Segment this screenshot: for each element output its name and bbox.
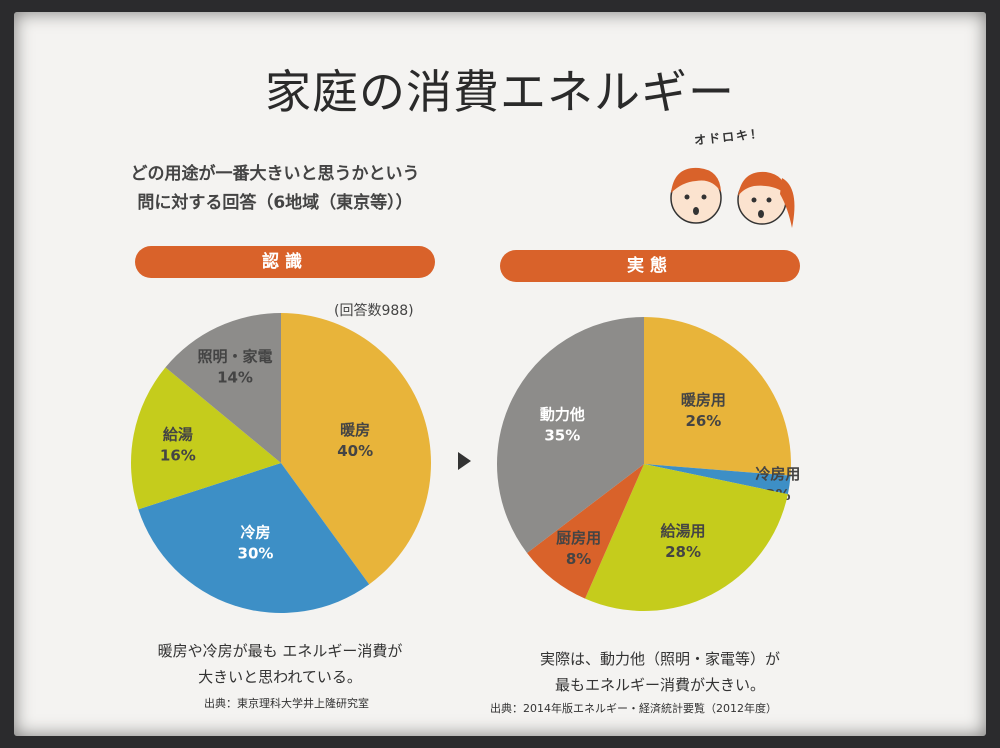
pie-slice bbox=[165, 313, 281, 463]
slice-percent-label: 40% bbox=[337, 442, 373, 460]
respondent-count: (回答数988) bbox=[334, 303, 414, 319]
banner-perception: 認識 bbox=[135, 246, 435, 278]
pie-slice bbox=[138, 463, 370, 613]
pie-slice bbox=[644, 464, 791, 495]
arrow-right-icon bbox=[458, 452, 471, 470]
girl-hair-icon bbox=[738, 171, 786, 196]
boy-hair-icon bbox=[671, 167, 721, 193]
slice-percent-label: 14% bbox=[217, 368, 253, 386]
pie-slice bbox=[131, 367, 281, 510]
slice-name-label: 給湯 bbox=[163, 425, 193, 443]
slice-name-label: 照明・家電 bbox=[198, 347, 273, 365]
caption-perception-line-2: 大きいと思われている。 bbox=[198, 668, 362, 686]
banner-reality: 実態 bbox=[500, 250, 800, 282]
caption-reality-line-1: 実際は、動力他（照明・家電等）が bbox=[539, 650, 780, 668]
surprised-faces-illustration bbox=[670, 167, 795, 228]
caption-reality-line-2: 最もエネルギー消費が大きい。 bbox=[554, 676, 765, 694]
page-title: 家庭の消費エネルギー bbox=[265, 65, 735, 119]
question-text: どの用途が一番大きいと思うかという 問に対する回答（6地域（東京等）） bbox=[110, 160, 440, 218]
slice-percent-label: 16% bbox=[160, 446, 196, 464]
slice-name-label: 動力他 bbox=[540, 406, 585, 424]
pie-slice bbox=[585, 464, 788, 611]
slice-percent-label: 8% bbox=[566, 550, 591, 568]
source-perception: 出典：東京理科大学井上隆研究室 bbox=[204, 697, 369, 710]
slice-percent-label: 35% bbox=[544, 427, 580, 445]
slice-percent-label: 28% bbox=[665, 543, 701, 561]
caption-perception-line-1: 暖房や冷房が最も エネルギー消費が bbox=[157, 642, 403, 660]
slice-name-label: 暖房 bbox=[340, 421, 370, 439]
slice-percent-label: 26% bbox=[685, 412, 721, 430]
pie-slice bbox=[527, 464, 644, 599]
slice-name-label: 厨房用 bbox=[556, 529, 601, 547]
slice-name-label: 冷房 bbox=[240, 523, 270, 541]
caption-perception: 暖房や冷房が最も エネルギー消費が 大きいと思われている。 bbox=[110, 638, 450, 690]
caption-reality: 実際は、動力他（照明・家電等）が 最もエネルギー消費が大きい。 bbox=[480, 646, 840, 698]
slice-name-label: 暖房用 bbox=[681, 391, 726, 409]
pie-chart-perception: 暖房 40% 冷房 30% 給湯 16% 照明・家電 14% bbox=[131, 313, 431, 613]
source-reality: 出典：2014年版エネルギー・経済統計要覧（2012年度） bbox=[490, 702, 777, 715]
question-line-1: どの用途が一番大きいと思うかという bbox=[130, 164, 420, 184]
slice-name-label: 給湯用 bbox=[661, 522, 706, 540]
pie-slice bbox=[644, 317, 791, 476]
slice-percent-label: 30% bbox=[238, 544, 274, 562]
slice-name-label: 冷房用 bbox=[755, 465, 800, 483]
question-line-2: 問に対する回答（6地域（東京等）） bbox=[137, 193, 413, 213]
pie-slice bbox=[496, 317, 644, 554]
pie-slice bbox=[281, 313, 431, 585]
slide: 家庭の消費エネルギー どの用途が一番大きいと思うかという 問に対する回答（6地域… bbox=[14, 12, 986, 736]
surprise-text: オドロキ！ bbox=[693, 126, 765, 148]
